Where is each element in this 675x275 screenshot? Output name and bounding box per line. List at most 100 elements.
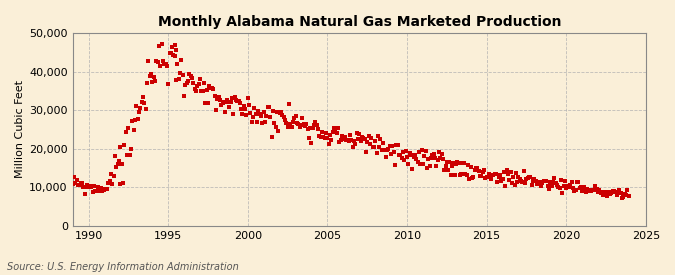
Point — [340, 134, 350, 139]
Point — [293, 121, 304, 126]
Point — [406, 153, 416, 157]
Point — [436, 152, 447, 156]
Point — [461, 173, 472, 177]
Point — [292, 121, 302, 126]
Point — [399, 158, 410, 162]
Point — [168, 53, 179, 57]
Point — [594, 188, 605, 192]
Point — [509, 182, 520, 187]
Point — [223, 100, 234, 104]
Point — [499, 170, 510, 175]
Point — [416, 148, 427, 152]
Point — [242, 96, 253, 100]
Point — [164, 51, 175, 56]
Point — [435, 156, 446, 161]
Point — [551, 183, 562, 187]
Point — [205, 86, 216, 90]
Point — [513, 174, 524, 179]
Point — [150, 79, 161, 83]
Point — [159, 62, 169, 67]
Point — [102, 187, 113, 192]
Point — [431, 163, 441, 168]
Point — [322, 136, 333, 141]
Point — [547, 180, 558, 185]
Point — [240, 107, 250, 111]
Point — [136, 100, 147, 104]
Point — [122, 153, 132, 157]
Point — [370, 139, 381, 143]
Point — [483, 174, 493, 179]
Point — [142, 81, 153, 86]
Point — [485, 177, 496, 181]
Point — [275, 110, 286, 114]
Point — [139, 101, 150, 106]
Point — [165, 50, 176, 55]
Point — [123, 126, 134, 131]
Point — [572, 180, 583, 184]
Point — [595, 191, 606, 195]
Point — [410, 153, 421, 158]
Point — [612, 193, 622, 198]
Point — [454, 160, 464, 165]
Point — [237, 112, 248, 116]
Point — [356, 134, 367, 139]
Point — [439, 168, 450, 172]
Point — [378, 141, 389, 145]
Point — [613, 190, 624, 194]
Point — [286, 125, 297, 130]
Point — [161, 64, 172, 68]
Point — [566, 180, 577, 185]
Point — [106, 172, 117, 177]
Point — [610, 190, 621, 194]
Point — [576, 185, 587, 189]
Point — [586, 188, 597, 193]
Point — [379, 147, 390, 152]
Point — [344, 133, 355, 137]
Point — [565, 182, 576, 187]
Point — [201, 87, 212, 92]
Point — [375, 136, 386, 141]
Point — [296, 122, 306, 127]
Point — [143, 59, 154, 63]
Point — [297, 116, 308, 121]
Point — [616, 196, 627, 201]
Point — [564, 185, 574, 189]
Point — [232, 98, 242, 103]
Point — [606, 191, 617, 195]
Point — [151, 58, 161, 63]
Point — [569, 188, 580, 193]
Point — [411, 157, 422, 162]
Point — [290, 114, 301, 118]
Point — [115, 182, 126, 186]
Point — [424, 164, 435, 168]
Point — [278, 115, 289, 120]
Point — [400, 148, 411, 153]
Point — [267, 135, 277, 140]
Point — [374, 145, 385, 150]
Point — [450, 172, 460, 177]
Point — [289, 116, 300, 120]
Point — [233, 99, 244, 103]
Point — [383, 147, 394, 151]
Point — [602, 194, 613, 198]
Point — [140, 107, 151, 112]
Point — [337, 134, 348, 138]
Point — [315, 135, 326, 139]
Point — [539, 179, 550, 183]
Point — [184, 72, 195, 76]
Point — [221, 98, 232, 103]
Point — [83, 185, 94, 189]
Point — [587, 188, 598, 192]
Point — [75, 181, 86, 185]
Point — [236, 106, 246, 111]
Point — [351, 131, 362, 135]
Point — [301, 121, 312, 126]
Point — [496, 178, 507, 183]
Point — [91, 188, 102, 193]
Point — [284, 102, 294, 106]
Point — [591, 187, 602, 191]
Point — [321, 131, 331, 135]
Point — [616, 191, 626, 196]
Point — [529, 177, 540, 181]
Point — [395, 153, 406, 157]
